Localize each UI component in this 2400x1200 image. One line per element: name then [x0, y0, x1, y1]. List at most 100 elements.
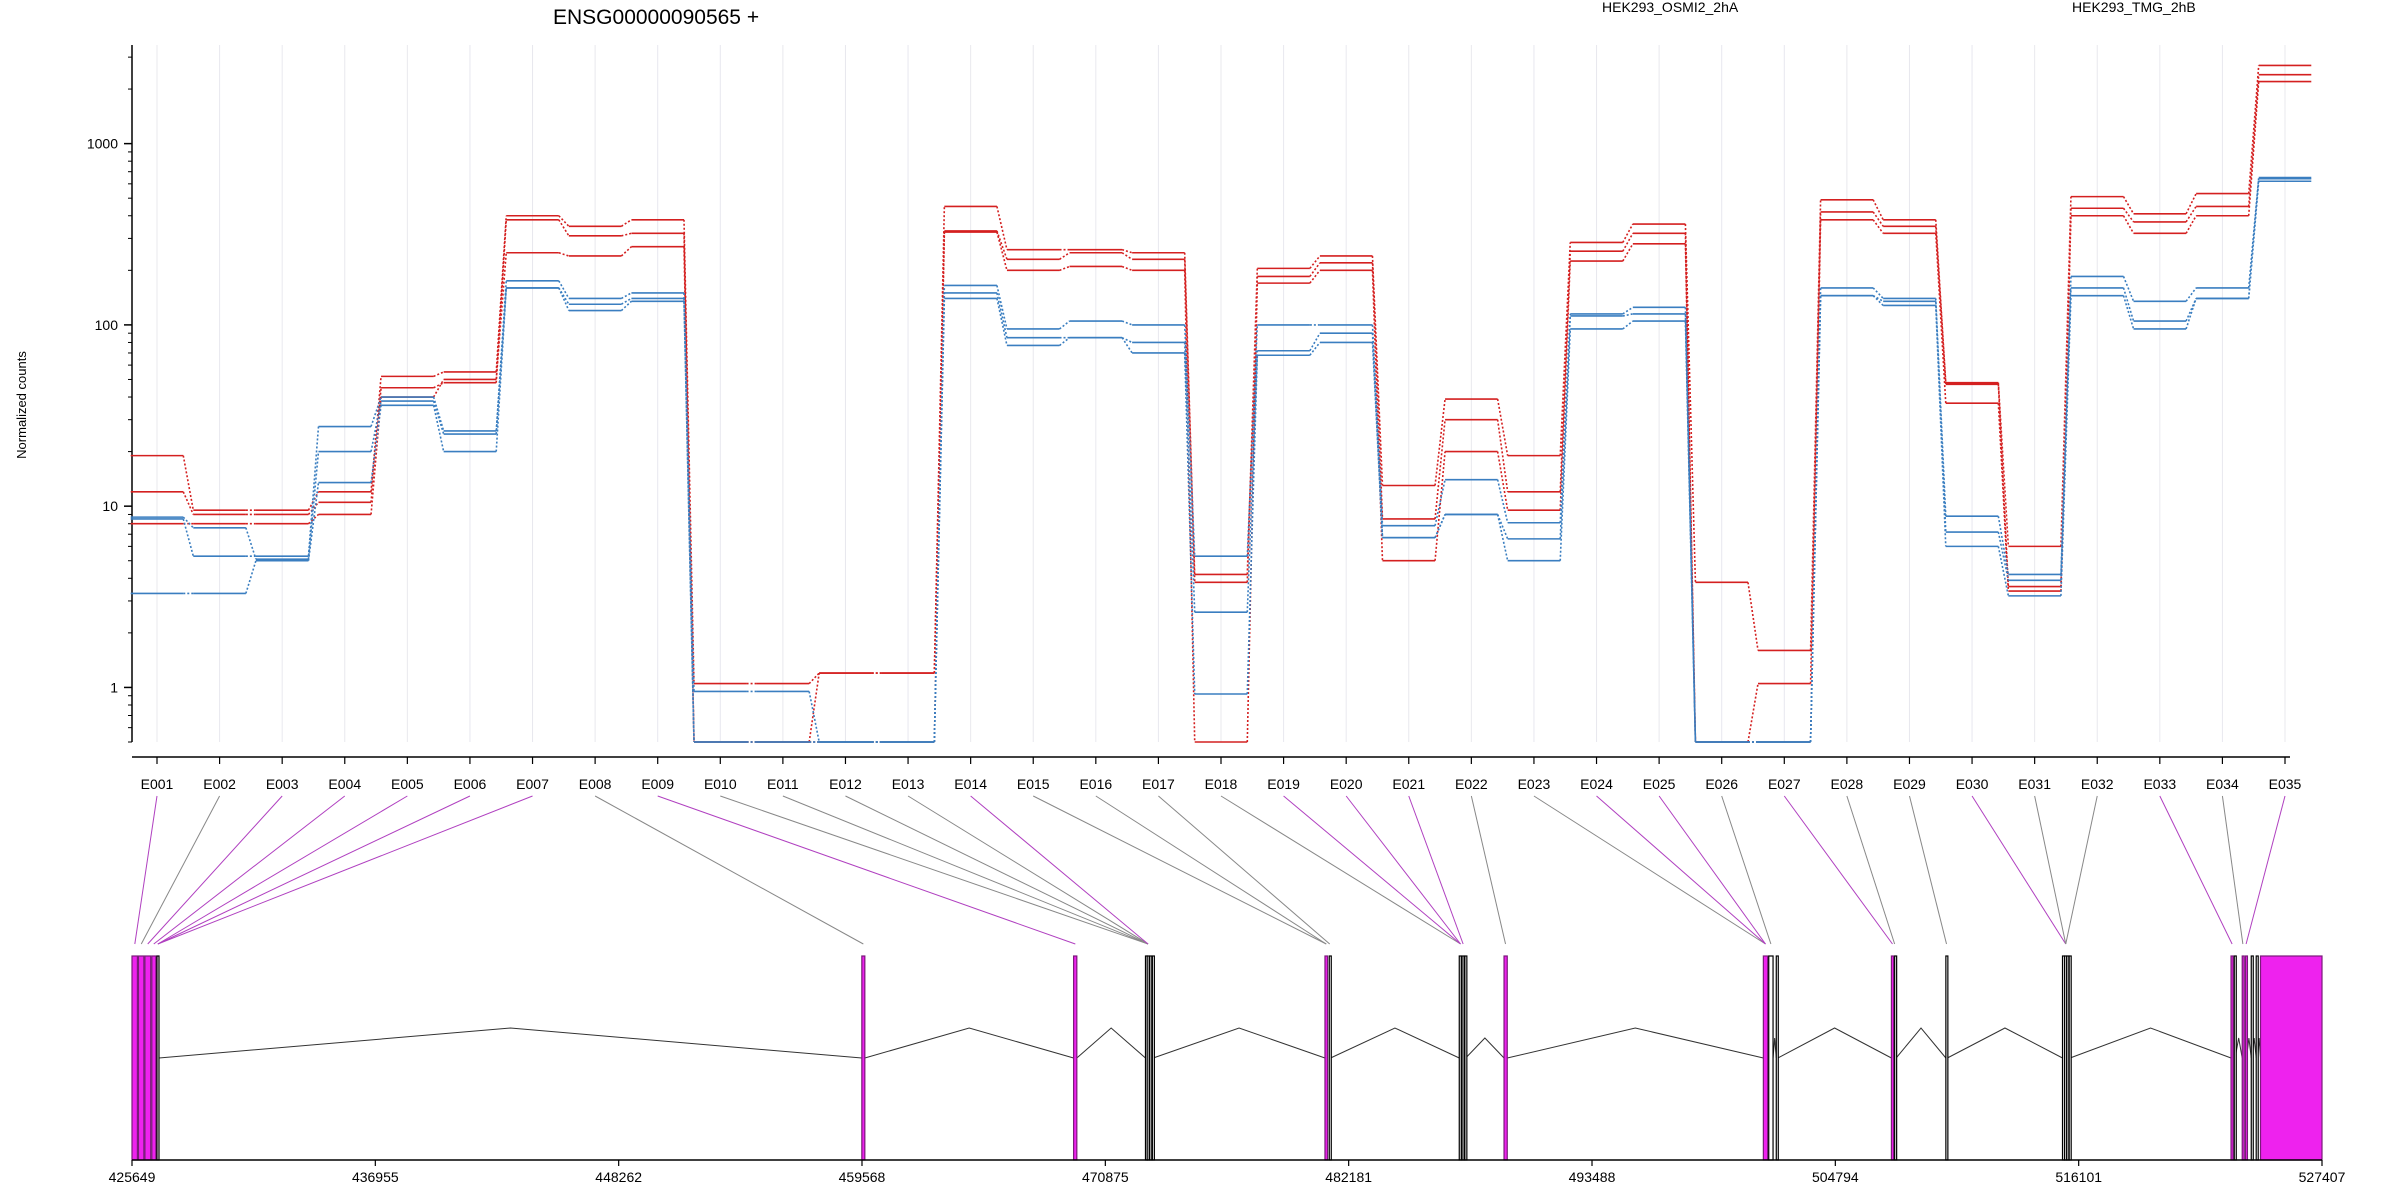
series-connector [620, 219, 632, 227]
exon-connector [2065, 795, 2098, 945]
series-connector [621, 297, 632, 305]
genomic-tick-label: 504794 [1812, 1169, 1859, 1185]
series-connector [1121, 336, 1133, 344]
exon-block [1151, 955, 1155, 1161]
series-connector [182, 491, 195, 515]
series-connector [495, 287, 508, 452]
exon-connector [1971, 795, 2067, 945]
series-connector [182, 455, 195, 511]
exon-block [2066, 955, 2070, 1161]
series-connector [182, 516, 194, 529]
exon-block [2259, 955, 2323, 1161]
series-connector [1559, 251, 1572, 492]
series-connector [1559, 315, 1572, 539]
series-connector [683, 292, 695, 692]
series-connector [1121, 337, 1133, 354]
exon-connector [782, 795, 1149, 945]
series-connector [558, 280, 570, 299]
exon-connector [1783, 795, 1893, 945]
series-connector [1121, 248, 1133, 254]
exon-connector [2245, 795, 2286, 945]
genomic-tick-label: 425649 [109, 1169, 156, 1185]
series-connector [1371, 270, 1384, 561]
intron-line [2069, 1027, 2232, 1059]
intron-line [1507, 1027, 1764, 1059]
series-connector [620, 300, 632, 312]
x-tick-label: E025 [1643, 776, 1676, 792]
exon-connector [1408, 795, 1464, 945]
series-connector [2060, 276, 2072, 575]
series-connector [433, 381, 445, 389]
genomic-tick-label: 448262 [595, 1169, 642, 1185]
series-connector [2185, 193, 2197, 215]
x-tick-label: E014 [954, 776, 987, 792]
series-connector [2185, 206, 2197, 223]
exon-block [2068, 955, 2072, 1161]
x-axis: E001 E002 E003 E004 E005 E006 E007 E008 E009 E010… [132, 756, 2302, 792]
series-connector [558, 215, 570, 227]
series-connector [2122, 207, 2135, 223]
series-lines [130, 64, 2312, 743]
genomic-tick-label: 436955 [352, 1169, 399, 1185]
series-connector [1434, 398, 1446, 486]
x-tick-label: E002 [203, 776, 236, 792]
exon-connector [1033, 795, 1327, 945]
series-connector [370, 376, 382, 492]
x-tick-label: E005 [391, 776, 424, 792]
series-connector [307, 501, 320, 515]
series-connector [1997, 403, 2010, 592]
series-connector [996, 292, 1008, 338]
genomic-tick-label: 493488 [1569, 1169, 1616, 1185]
series-connector [2185, 215, 2197, 234]
x-tick-label: E013 [892, 776, 925, 792]
exon-connector [1470, 795, 1507, 945]
series-connector [1309, 269, 1321, 284]
series-connector [621, 232, 632, 237]
exon-connector [657, 795, 1076, 945]
series-connector [1496, 514, 1509, 561]
x-tick-label: E019 [1267, 776, 1300, 792]
series-connector [996, 285, 1008, 330]
exon-connector [157, 795, 533, 945]
exon-connector [2034, 795, 2067, 945]
exon-block [1945, 955, 1949, 1161]
series-connector [2122, 295, 2135, 330]
exon-connector [157, 795, 471, 945]
x-tick-label: E033 [2143, 776, 2176, 792]
series-connector [307, 491, 320, 511]
series-connector [1997, 382, 2010, 547]
exon-connector [2159, 795, 2233, 945]
series-connector [1622, 232, 1634, 252]
series-connector [1872, 287, 1884, 299]
intron-line [1076, 1027, 1146, 1059]
gene-model [131, 955, 2323, 1161]
exon-connector [1345, 795, 1461, 945]
series-connector [1559, 261, 1572, 511]
genomic-tick-label: 482181 [1325, 1169, 1372, 1185]
series-connector [1434, 419, 1446, 520]
x-tick-label: E011 [767, 776, 799, 792]
x-tick-label: E027 [1768, 776, 1801, 792]
x-tick-label: E018 [1205, 776, 1238, 792]
y-axis: 1 10 100 1000 [87, 45, 133, 743]
exon-block [151, 955, 157, 1161]
x-tick-label: E035 [2269, 776, 2302, 792]
series-connector [432, 379, 445, 398]
series-connector [1121, 265, 1133, 272]
series-connector [1872, 211, 1884, 227]
x-tick-label: E032 [2081, 776, 2114, 792]
exon-block [1146, 955, 1150, 1161]
series-connector [1434, 514, 1446, 539]
series-connector [432, 396, 445, 432]
x-tick-label: E034 [2206, 776, 2239, 792]
x-tick-label: E029 [1893, 776, 1926, 792]
x-tick-label: E020 [1330, 776, 1363, 792]
exon-block [1149, 955, 1153, 1161]
series-connector [370, 405, 382, 483]
exon-block [861, 955, 866, 1161]
exon-connector [140, 795, 221, 945]
exon-connector [1908, 795, 1947, 945]
genomic-tick-label: 470875 [1082, 1169, 1129, 1185]
exon-block [1503, 955, 1508, 1161]
series-connector [495, 252, 508, 380]
